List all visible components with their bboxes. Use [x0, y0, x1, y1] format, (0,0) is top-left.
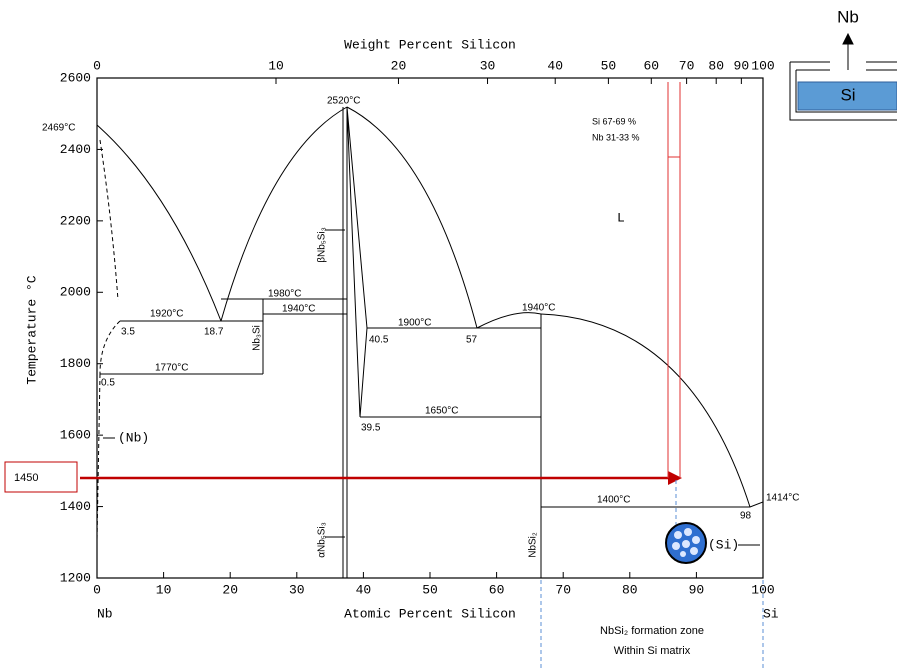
top-tick-label: 80	[708, 58, 724, 73]
phase-label: 1940°C	[522, 303, 555, 314]
x-tick-label: 100	[751, 582, 774, 597]
phase-label: 1980°C	[268, 289, 301, 300]
left-axis-title: Temperature °C	[24, 275, 39, 384]
phase-label: 1920°C	[150, 309, 183, 320]
x-tick-label: 40	[356, 582, 372, 597]
x-tick-label: 70	[555, 582, 571, 597]
phase-label: 0.5	[101, 378, 115, 389]
phase-label: 18.7	[204, 327, 224, 338]
arrow	[103, 230, 760, 545]
y-tick-label: 1800	[60, 356, 91, 371]
y-tick-label: 2000	[60, 285, 91, 300]
x-tick-label: 80	[622, 582, 638, 597]
x-tick-label: 60	[489, 582, 505, 597]
phase-label: (Si)	[708, 537, 739, 552]
y-tick-label: 1400	[60, 499, 91, 514]
phase-label: 1400°C	[597, 495, 630, 506]
bottom-axis-title: Atomic Percent Silicon	[344, 606, 516, 621]
liquidus	[347, 107, 477, 328]
top-tick-label: 40	[547, 58, 563, 73]
zone-guide	[541, 480, 763, 671]
y-tick-label: 2400	[60, 142, 91, 157]
isotherms	[100, 299, 763, 578]
liquidus	[97, 125, 221, 321]
source-label: Nb	[837, 7, 859, 26]
top-tick-label: 30	[480, 58, 496, 73]
top-axis-title: Weight Percent Silicon	[344, 37, 516, 52]
phase-label: 1770°C	[155, 363, 188, 374]
y-tick-label: 2600	[60, 70, 91, 85]
composition-label: Nb 31-33 %	[592, 132, 640, 142]
top-tick-label: 70	[679, 58, 695, 73]
phase-label: 3.5	[121, 327, 135, 338]
phase-label: 57	[466, 335, 478, 346]
phase-label: 1414°C	[766, 493, 799, 504]
liquidus	[477, 313, 541, 328]
top-tick-label: 10	[268, 58, 284, 73]
phase-arrows	[103, 230, 760, 545]
x-tick-label: 0	[93, 582, 101, 597]
phase-lines	[97, 107, 763, 578]
phase-label: 2469°C	[42, 123, 75, 134]
top-tick-label: 100	[751, 58, 774, 73]
phase-label: 39.5	[361, 423, 381, 434]
phase-label: 1900°C	[398, 318, 431, 329]
y-tick-label: 1200	[60, 570, 91, 585]
composition-label: Si 67-69 %	[592, 116, 636, 126]
nb5si3-boundaries	[343, 107, 367, 578]
top-tick-label: 60	[643, 58, 659, 73]
top-tick-label: 0	[93, 58, 101, 73]
target-label: Si	[840, 85, 855, 104]
phase-label: 40.5	[369, 335, 389, 346]
source-arrow	[843, 34, 853, 70]
x-tick-label: 50	[422, 582, 438, 597]
x-tick-label: 10	[156, 582, 172, 597]
temperature-box-label: 1450	[14, 472, 38, 484]
phase-label: 2520°C	[327, 96, 360, 107]
top-tick-label: 90	[734, 58, 750, 73]
composition-band	[668, 82, 680, 478]
zone-label: NbSi₂ formation zone	[600, 625, 704, 637]
x-tick-label: 30	[289, 582, 305, 597]
phase-diagram: 1450 Si 67-69 % Nb 31-33 % NbSi₂ formati…	[0, 0, 897, 671]
solvus	[97, 140, 120, 540]
zone-label: Within Si matrix	[614, 645, 691, 657]
phase-label: 1650°C	[425, 406, 458, 417]
phase-label: 1940°C	[282, 304, 315, 315]
phase-label: L	[617, 210, 625, 225]
y-tick-label: 1600	[60, 428, 91, 443]
y-tick-label: 2200	[60, 213, 91, 228]
right-end-label: Si	[763, 606, 779, 621]
x-tick-label: 20	[222, 582, 238, 597]
phase-name: βNb₅Si₃	[317, 227, 328, 263]
phase-label: 98	[740, 511, 752, 522]
top-tick-label: 50	[601, 58, 617, 73]
top-tick-label: 20	[391, 58, 407, 73]
phase-name: NbSi₂	[528, 532, 539, 558]
left-end-label: Nb	[97, 606, 113, 621]
phase-name: Nb₃Si	[252, 325, 263, 351]
phase-name: αNb₅Si₃	[317, 522, 328, 558]
x-tick-label: 90	[689, 582, 705, 597]
phase-label: (Nb)	[118, 430, 149, 445]
